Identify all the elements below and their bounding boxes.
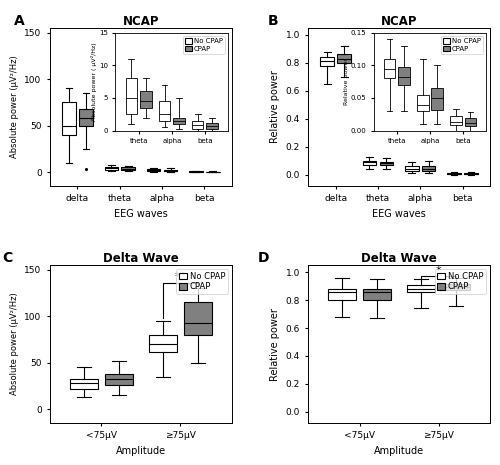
Title: Delta Wave: Delta Wave xyxy=(103,252,179,265)
Text: B: B xyxy=(268,14,279,28)
X-axis label: EEG waves: EEG waves xyxy=(372,209,426,219)
Text: *: * xyxy=(436,266,442,276)
Text: **: ** xyxy=(175,272,186,282)
PathPatch shape xyxy=(62,102,76,135)
PathPatch shape xyxy=(70,379,98,389)
Legend: No CPAP, CPAP: No CPAP, CPAP xyxy=(176,269,228,294)
PathPatch shape xyxy=(149,335,178,352)
PathPatch shape xyxy=(328,289,356,300)
Text: C: C xyxy=(2,251,13,265)
Text: A: A xyxy=(14,14,24,28)
PathPatch shape xyxy=(104,167,118,170)
Y-axis label: Relative power: Relative power xyxy=(270,71,280,143)
PathPatch shape xyxy=(407,285,436,292)
Y-axis label: Absolute power (μV²/Hz): Absolute power (μV²/Hz) xyxy=(10,56,19,158)
Y-axis label: Relative power: Relative power xyxy=(270,308,280,380)
PathPatch shape xyxy=(464,173,477,174)
X-axis label: Amplitude: Amplitude xyxy=(374,446,424,456)
Title: NCAP: NCAP xyxy=(122,15,159,28)
PathPatch shape xyxy=(79,109,92,126)
Text: D: D xyxy=(258,251,269,265)
PathPatch shape xyxy=(362,289,391,300)
PathPatch shape xyxy=(448,173,461,174)
PathPatch shape xyxy=(164,170,177,171)
PathPatch shape xyxy=(122,167,135,170)
X-axis label: Amplitude: Amplitude xyxy=(116,446,166,456)
Legend: No CPAP, CPAP: No CPAP, CPAP xyxy=(434,269,486,294)
PathPatch shape xyxy=(405,166,418,171)
PathPatch shape xyxy=(184,302,212,335)
PathPatch shape xyxy=(362,161,376,165)
PathPatch shape xyxy=(422,166,436,171)
PathPatch shape xyxy=(320,57,334,66)
X-axis label: EEG waves: EEG waves xyxy=(114,209,168,219)
PathPatch shape xyxy=(380,161,393,165)
Title: NCAP: NCAP xyxy=(381,15,418,28)
PathPatch shape xyxy=(104,374,133,385)
PathPatch shape xyxy=(442,284,470,290)
PathPatch shape xyxy=(338,54,351,63)
PathPatch shape xyxy=(147,169,160,171)
Title: Delta Wave: Delta Wave xyxy=(361,252,437,265)
Y-axis label: Absolute power (μV²/Hz): Absolute power (μV²/Hz) xyxy=(10,293,19,395)
